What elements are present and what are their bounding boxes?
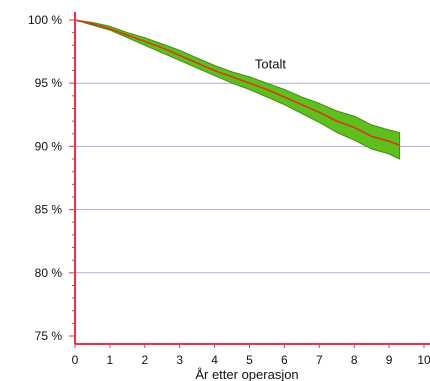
x-axis-label: År etter operasjon bbox=[195, 367, 298, 381]
y-tick-label: 85 % bbox=[35, 203, 63, 217]
x-tick-label: 9 bbox=[386, 353, 393, 367]
x-tick-label: 10 bbox=[417, 353, 430, 367]
confidence-band-group bbox=[74, 19, 401, 160]
y-tick-labels: 100 % 95 % 90 % 85 % 80 % 75 % bbox=[28, 13, 62, 343]
series-line-group bbox=[74, 19, 400, 146]
x-tick-label: 6 bbox=[281, 353, 288, 367]
grid-lines bbox=[75, 82, 430, 274]
x-tick-label: 1 bbox=[107, 353, 114, 367]
y-tick-label: 95 % bbox=[35, 76, 63, 90]
x-tick-label: 7 bbox=[316, 353, 323, 367]
x-tick-label: 0 bbox=[72, 353, 79, 367]
y-tick-label: 100 % bbox=[28, 13, 62, 27]
series-line-0 bbox=[74, 19, 400, 146]
x-tick-label: 8 bbox=[351, 353, 358, 367]
y-tick-label: 75 % bbox=[35, 329, 63, 343]
x-tick-label: 3 bbox=[176, 353, 183, 367]
x-tick-label: 2 bbox=[141, 353, 148, 367]
axes bbox=[69, 12, 430, 348]
series-annotation-label: Totalt bbox=[255, 57, 286, 72]
x-tick-labels: 0 1 2 3 4 5 6 7 8 9 10 bbox=[72, 353, 430, 367]
y-tick-label: 80 % bbox=[35, 266, 63, 280]
confidence-band bbox=[74, 19, 401, 160]
y-tick-label: 90 % bbox=[35, 139, 63, 153]
x-tick-label: 4 bbox=[211, 353, 218, 367]
x-tick-label: 5 bbox=[246, 353, 253, 367]
